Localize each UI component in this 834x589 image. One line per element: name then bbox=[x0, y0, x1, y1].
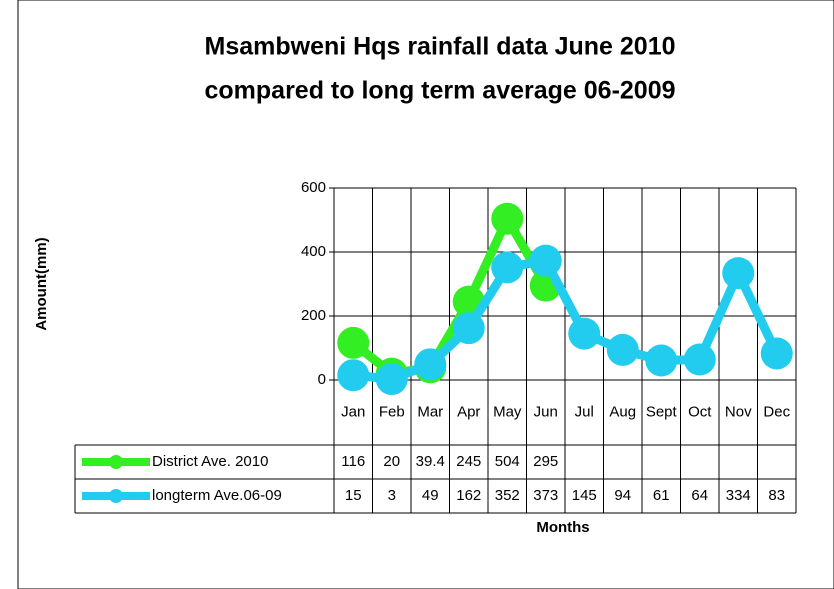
marker bbox=[337, 359, 370, 392]
table-value: 295 bbox=[533, 453, 558, 470]
chart-title: compared to long term average 06-2009 bbox=[204, 77, 675, 105]
marker bbox=[491, 251, 524, 284]
x-tick-label: Feb bbox=[379, 403, 405, 420]
x-tick-label: Oct bbox=[688, 403, 712, 420]
table-value: 504 bbox=[495, 453, 520, 470]
x-tick-label: Mar bbox=[417, 403, 443, 420]
table-value: 373 bbox=[533, 487, 558, 504]
chart-title: Msambweni Hqs rainfall data June 2010 bbox=[205, 33, 676, 61]
y-axis-title: Amount(mm) bbox=[33, 237, 50, 330]
x-tick-label: Jun bbox=[534, 403, 558, 420]
marker bbox=[760, 337, 793, 370]
x-axis-title: Months bbox=[536, 519, 589, 536]
table-value: 116 bbox=[341, 453, 365, 470]
y-tick-label: 200 bbox=[301, 307, 326, 324]
table-value: 352 bbox=[495, 487, 520, 504]
x-tick-label: Dec bbox=[763, 403, 790, 420]
legend-marker bbox=[109, 455, 123, 469]
chart-frame bbox=[17, 0, 834, 589]
table-value: 49 bbox=[422, 487, 439, 504]
x-tick-label: Sept bbox=[646, 403, 678, 420]
table-value: 83 bbox=[768, 487, 785, 504]
legend-label: longterm Ave.06-09 bbox=[152, 487, 282, 504]
marker bbox=[414, 348, 447, 381]
table-value: 61 bbox=[653, 487, 670, 504]
legend-marker bbox=[109, 489, 123, 503]
x-tick-label: Apr bbox=[457, 403, 480, 420]
x-tick-label: Jul bbox=[575, 403, 594, 420]
marker bbox=[337, 326, 370, 359]
table-value: 162 bbox=[456, 487, 481, 504]
legend-label: District Ave. 2010 bbox=[152, 453, 268, 470]
marker bbox=[683, 343, 716, 376]
marker bbox=[645, 344, 678, 377]
table-value: 245 bbox=[456, 453, 481, 470]
table-value: 145 bbox=[572, 487, 597, 504]
y-tick-label: 0 bbox=[318, 371, 326, 388]
marker bbox=[606, 333, 639, 366]
x-tick-label: Nov bbox=[725, 403, 752, 420]
marker bbox=[722, 257, 755, 290]
table-value: 334 bbox=[726, 487, 751, 504]
table-value: 64 bbox=[691, 487, 708, 504]
x-tick-label: Jan bbox=[341, 403, 365, 420]
x-tick-label: May bbox=[493, 403, 522, 420]
table-value: 15 bbox=[345, 487, 362, 504]
marker bbox=[375, 363, 408, 396]
marker bbox=[491, 202, 524, 235]
table-value: 94 bbox=[614, 487, 631, 504]
y-tick-label: 600 bbox=[301, 179, 326, 196]
table-value: 20 bbox=[383, 453, 400, 470]
x-tick-label: Aug bbox=[609, 403, 636, 420]
table-value: 39.4 bbox=[416, 453, 445, 470]
y-tick-label: 400 bbox=[301, 243, 326, 260]
table-value: 3 bbox=[388, 487, 396, 504]
marker bbox=[529, 244, 562, 277]
marker bbox=[568, 317, 601, 350]
marker bbox=[452, 312, 485, 345]
